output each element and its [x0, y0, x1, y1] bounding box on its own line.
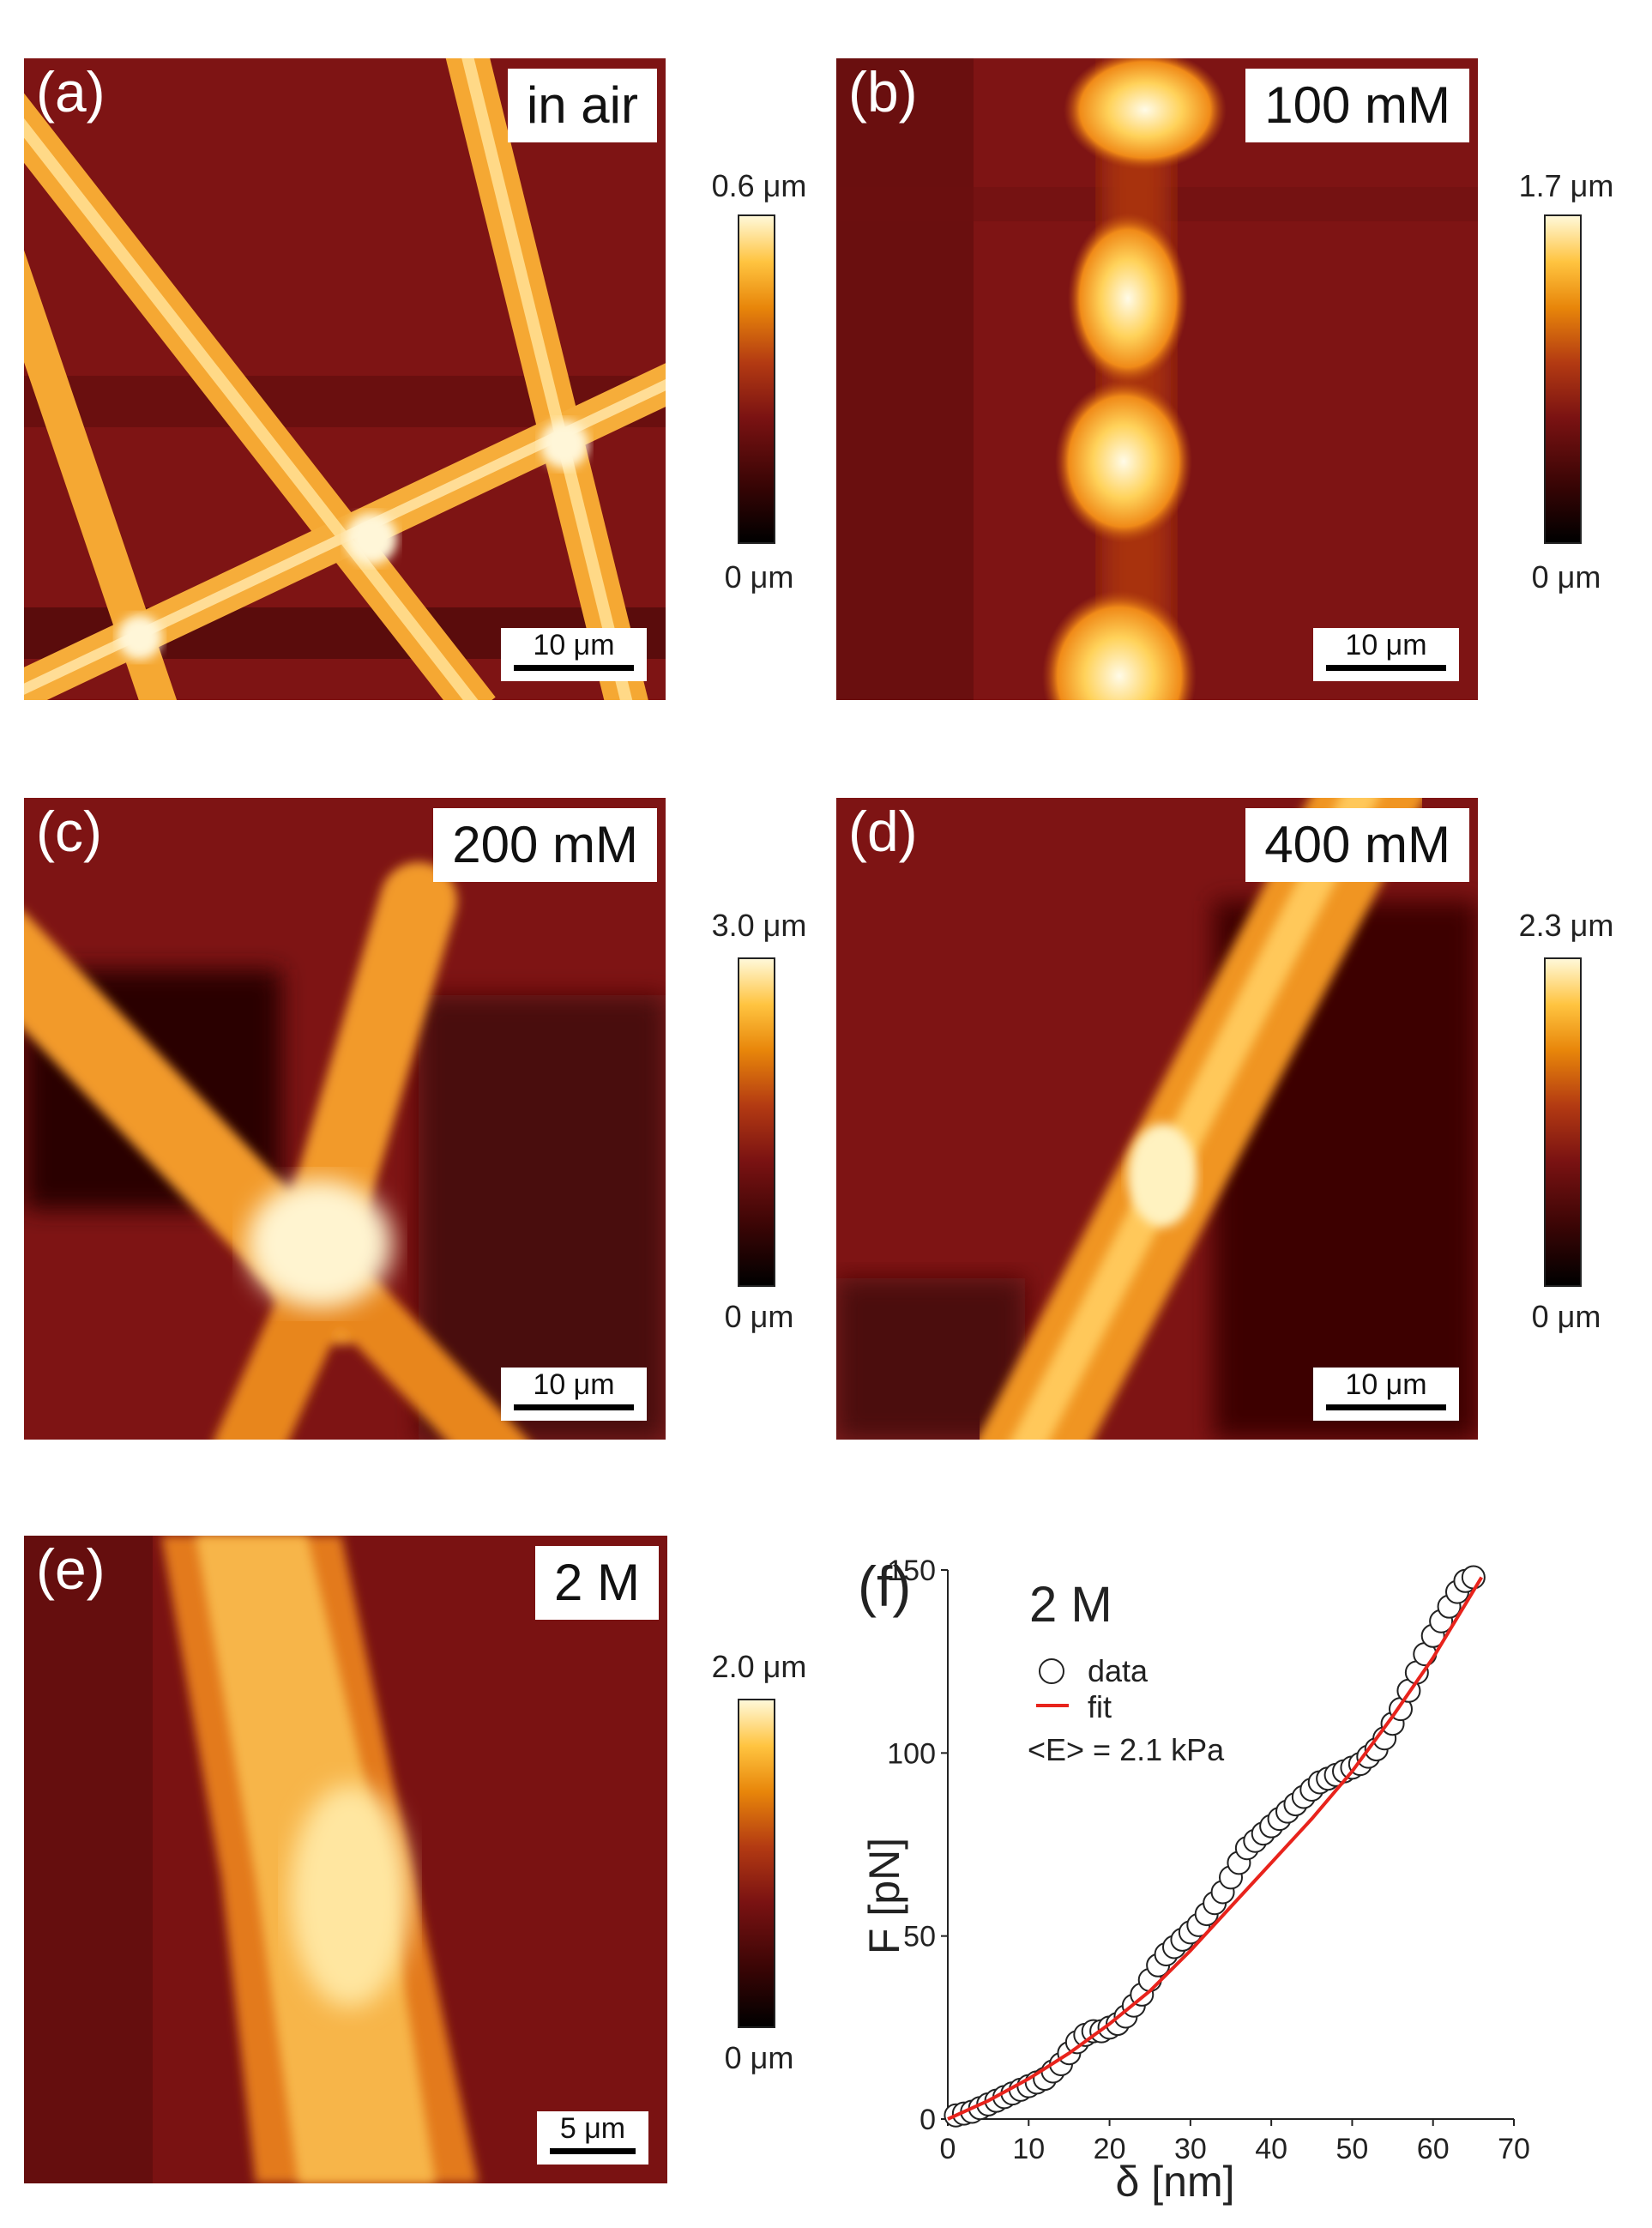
colorbar-e — [738, 1699, 775, 2028]
colorbar-min-label: 0 μm — [1531, 1299, 1601, 1334]
colorbar-min-label: 0 μm — [1531, 559, 1601, 595]
scale-bar-label: 5 μm — [559, 2112, 626, 2145]
fit-line — [947, 1576, 1483, 2121]
afm-image-a — [24, 58, 666, 700]
scale-bar-label: 10 μm — [1345, 1368, 1427, 1401]
modulus-annotation: <E> = 2.1 kPa — [1028, 1732, 1225, 1767]
afm-image-c — [24, 798, 666, 1440]
colorbar-max-label: 2.0 μm — [711, 1649, 807, 1684]
y-tick-label: 100 — [887, 1737, 936, 1770]
x-tick-label: 60 — [1417, 2133, 1450, 2165]
colorbar-min-label: 0 μm — [724, 1299, 794, 1334]
afm-panel-e: (e) 2 M 5 μm — [24, 1536, 667, 2183]
condition-label: 2 M — [534, 1546, 659, 1620]
y-tick-label: 150 — [887, 1555, 936, 1587]
x-axis-label: δ [nm] — [1116, 2158, 1235, 2206]
scale-bar: 10 μm — [1313, 628, 1459, 681]
scale-bar-label: 10 μm — [533, 1368, 615, 1401]
scale-bar-line — [1326, 665, 1446, 671]
condition-label: in air — [507, 69, 657, 142]
chart-marks — [944, 1565, 1486, 2128]
legend-data-label: data — [1088, 1653, 1149, 1688]
afm-panel-d: (d) 400 mM 10 μm — [836, 798, 1478, 1440]
x-tick-label: 0 — [940, 2133, 956, 2165]
y-axis-label: F [pN] — [860, 1838, 908, 1954]
chart-panel-label: (f) — [858, 1555, 911, 1618]
scale-bar-label: 10 μm — [533, 629, 615, 661]
afm-panel-a: (a) in air 10 μm — [24, 58, 666, 700]
chart-legend: data fit <E> = 2.1 kPa — [1028, 1653, 1225, 1767]
x-tick-label: 40 — [1255, 2133, 1287, 2165]
legend-fit-label: fit — [1088, 1689, 1112, 1724]
panel-label: (e) — [36, 1537, 106, 1601]
panel-label: (b) — [848, 60, 918, 124]
scale-bar: 5 μm — [537, 2111, 648, 2165]
scale-bar: 10 μm — [501, 1368, 647, 1421]
colorbar-d — [1544, 957, 1582, 1287]
scale-bar-line — [514, 665, 634, 671]
chart-title: 2 M — [1029, 1577, 1112, 1633]
y-tick-label: 0 — [919, 2104, 936, 2136]
colorbar-c — [738, 957, 775, 1287]
colorbar-max-label: 1.7 μm — [1518, 168, 1614, 203]
colorbar-max-label: 3.0 μm — [711, 908, 807, 943]
x-tick-label: 20 — [1094, 2133, 1126, 2165]
scale-bar: 10 μm — [1313, 1368, 1459, 1421]
scale-bar-label: 10 μm — [1345, 629, 1427, 661]
panel-label: (a) — [36, 60, 106, 124]
colorbar-min-label: 0 μm — [724, 2040, 794, 2075]
colorbar-max-label: 0.6 μm — [711, 168, 807, 203]
colorbar-min-label: 0 μm — [724, 559, 794, 595]
condition-label: 200 mM — [433, 808, 657, 882]
x-tick-label: 10 — [1012, 2133, 1045, 2165]
panel-label: (d) — [848, 800, 918, 863]
condition-label: 400 mM — [1245, 808, 1469, 882]
force-indentation-chart: (f) 0 10 20 30 40 50 60 70 0 50 100 150 2 M data fi… — [858, 1555, 1530, 2206]
afm-image-e — [24, 1536, 667, 2183]
colorbar-b — [1544, 214, 1582, 544]
x-tick-label: 30 — [1174, 2133, 1207, 2165]
colorbar-a — [738, 214, 775, 544]
scale-bar-line — [514, 1404, 634, 1410]
x-tick-label: 70 — [1498, 2133, 1530, 2165]
scale-bar-line — [1326, 1404, 1446, 1410]
afm-panel-b: (b) 100 mM 10 μm — [836, 58, 1478, 700]
scale-bar-line — [550, 2148, 636, 2154]
afm-image-b — [836, 58, 1478, 700]
condition-label: 100 mM — [1245, 69, 1469, 142]
chart-axes: 0 10 20 30 40 50 60 70 0 50 100 150 — [887, 1555, 1530, 2165]
scale-bar: 10 μm — [501, 628, 647, 681]
afm-panel-c: (c) 200 mM 10 μm — [24, 798, 666, 1440]
y-tick-label: 50 — [903, 1921, 936, 1953]
panel-label: (c) — [36, 800, 102, 863]
colorbar-max-label: 2.3 μm — [1518, 908, 1614, 943]
x-tick-label: 50 — [1336, 2133, 1369, 2165]
legend-data-marker — [1039, 1658, 1064, 1684]
afm-image-d — [836, 798, 1478, 1440]
